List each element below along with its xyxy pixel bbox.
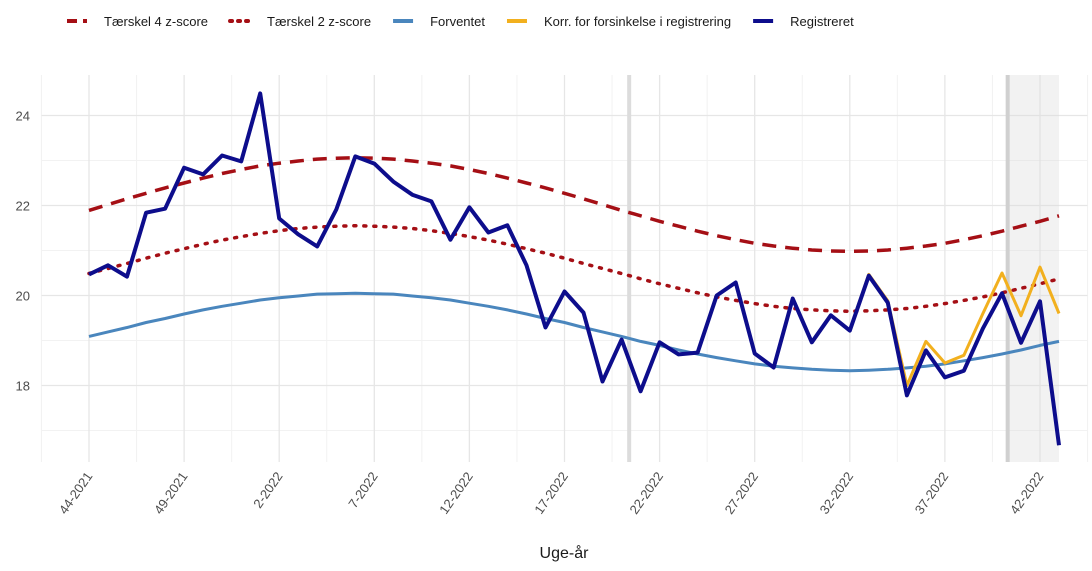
series-line [88,291,1060,373]
grid [40,75,1089,462]
x-tick-label: 32-2022 [817,469,857,517]
y-tick-label: 18 [16,379,30,394]
x-tick-label: 49-2021 [151,469,191,517]
shaded-region [1007,75,1060,462]
x-tick-label: 27-2022 [721,469,761,517]
x-tick-label: 12-2022 [436,469,476,517]
legend-label: Tærskel 4 z-score [104,14,208,29]
x-axis-title: Uge-år [540,544,590,562]
x-tick-label: 17-2022 [531,469,571,517]
y-tick-label: 24 [16,109,30,124]
y-tick-label: 20 [16,289,30,304]
x-tick-label: 42-2022 [1007,469,1047,517]
series-line [87,223,1061,314]
legend: Tærskel 4 z-score Tærskel 2 z-score Forven… [67,14,854,29]
legend-label: Korr. for forsinkelse i registrering [544,14,731,29]
shaded-edge [1005,75,1010,462]
series-line [88,91,1061,446]
x-tick-label: 22-2022 [626,469,666,517]
x-tick-label: 44-2021 [56,469,96,517]
marker-line [627,75,632,462]
series-line [88,156,1060,254]
legend-label: Registreret [790,14,854,29]
legend-label: Forventet [430,14,485,29]
y-tick-label: 22 [16,199,30,214]
x-tick-label: 37-2022 [912,469,952,517]
legend-label: Tærskel 2 z-score [267,14,371,29]
x-tick-label: 7-2022 [345,469,381,511]
x-tick-label: 2-2022 [250,469,286,511]
